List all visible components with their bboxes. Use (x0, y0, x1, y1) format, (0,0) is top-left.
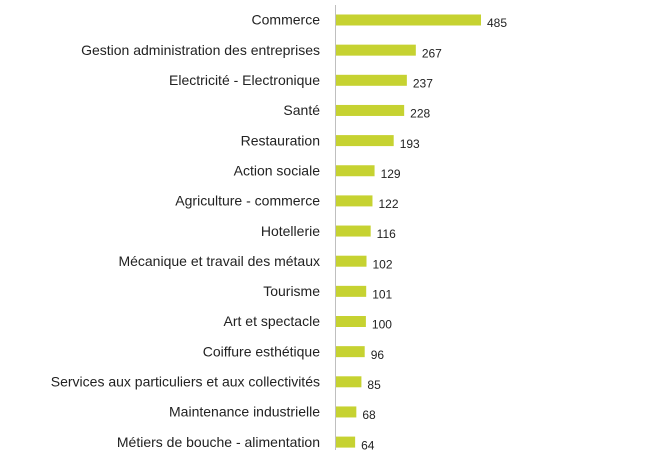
category-label: Electricité - Electronique (169, 72, 320, 88)
bar (336, 346, 365, 358)
category-label: Métiers de bouche - alimentation (117, 434, 320, 450)
data-label: 85 (367, 378, 381, 392)
bar (336, 406, 357, 418)
category-label: Commerce (252, 12, 321, 28)
data-label: 100 (372, 318, 392, 332)
bar (336, 436, 356, 448)
bar (336, 195, 373, 207)
data-label: 237 (413, 76, 433, 90)
bar (336, 44, 416, 56)
bar (336, 104, 405, 116)
category-label: Restauration (241, 132, 320, 148)
category-label: Action sociale (234, 162, 321, 178)
data-label: 64 (361, 438, 375, 450)
bar (336, 14, 481, 26)
data-label: 101 (372, 288, 392, 302)
bar (336, 255, 367, 267)
bar (336, 165, 375, 177)
bar (336, 376, 362, 388)
category-label: Coiffure esthétique (203, 343, 320, 359)
category-label: Gestion administration des entreprises (81, 42, 320, 58)
category-label: Santé (283, 102, 320, 118)
data-label: 102 (372, 257, 392, 271)
bar (336, 74, 407, 86)
data-label: 96 (371, 348, 385, 362)
data-label: 116 (377, 227, 396, 241)
category-label: Services aux particuliers et aux collect… (51, 374, 320, 390)
category-label: Tourisme (263, 283, 320, 299)
data-label: 193 (400, 137, 420, 151)
data-label: 267 (422, 46, 442, 60)
category-label: Mécanique et travail des métaux (118, 253, 320, 269)
data-label: 68 (362, 408, 376, 422)
category-label: Agriculture - commerce (175, 193, 320, 209)
category-label: Art et spectacle (224, 313, 321, 329)
data-label: 228 (410, 107, 430, 121)
bar (336, 225, 371, 237)
data-label: 485 (487, 16, 507, 30)
data-label: 129 (381, 167, 401, 181)
category-label: Maintenance industrielle (169, 404, 320, 420)
bar (336, 285, 367, 297)
bar (336, 135, 394, 147)
category-label: Hotellerie (261, 223, 320, 239)
data-label: 122 (378, 197, 398, 211)
bar (336, 316, 366, 327)
